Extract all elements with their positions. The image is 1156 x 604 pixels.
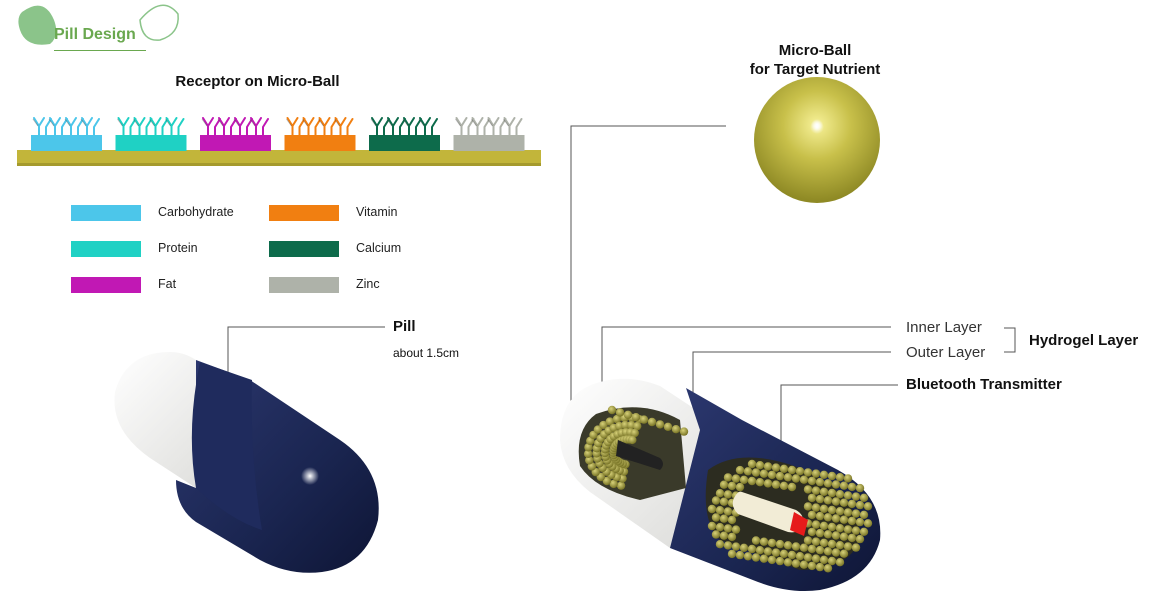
legend-swatch-zinc [269, 277, 339, 293]
title-underline [54, 50, 146, 51]
legend-label-carbohydrate: Carbohydrate [158, 205, 234, 219]
pill-size: about 1.5cm [393, 346, 460, 360]
receptor-block-calcium [369, 117, 440, 151]
inner-layer-label: Inner Layer [906, 319, 982, 336]
micro-ball-beads [583, 405, 873, 573]
legend-label-zinc: Zinc [356, 277, 380, 291]
legend-label-vitamin: Vitamin [356, 205, 398, 219]
receptor-blocks [31, 117, 525, 151]
micro-ball-title: Micro-Ball for Target Nutrient [700, 41, 930, 79]
receptor-block-protein [115, 117, 187, 151]
bluetooth-transmitter-icon [732, 491, 808, 536]
micro-ball-title-line2: for Target Nutrient [749, 61, 881, 78]
legend-label-fat: Fat [158, 277, 177, 291]
legend-swatches [71, 205, 339, 293]
legend-swatch-calcium [269, 241, 339, 257]
receptor-block-carbohydrate [31, 117, 102, 151]
pill-capsule [114, 352, 379, 573]
page-title: Pill Design [54, 26, 136, 43]
legend-swatch-carbohydrate [71, 205, 141, 221]
legend-label-calcium: Calcium [356, 241, 402, 255]
legend-label-protein: Protein [158, 241, 198, 255]
hydrogel-layer-label: Hydrogel Layer [1029, 332, 1139, 349]
receptor-block-zinc [453, 117, 525, 151]
pill-cutaway [560, 378, 881, 591]
header-leaf-icon [18, 4, 179, 45]
outer-layer-label: Outer Layer [906, 344, 986, 361]
receptor-block-fat [200, 117, 271, 151]
legend-swatch-protein [71, 241, 141, 257]
pill-title: Pill [393, 318, 416, 335]
legend-swatch-fat [71, 277, 141, 293]
receptor-title: Receptor on Micro-Ball [175, 73, 340, 90]
legend-swatch-vitamin [269, 205, 339, 221]
micro-ball-sphere [754, 77, 880, 203]
receptor-block-vitamin [284, 117, 356, 151]
bluetooth-transmitter-label: Bluetooth Transmitter [906, 376, 1062, 393]
micro-ball-title-line1: Micro-Ball [778, 42, 852, 59]
receptor-base-bar [17, 150, 541, 166]
